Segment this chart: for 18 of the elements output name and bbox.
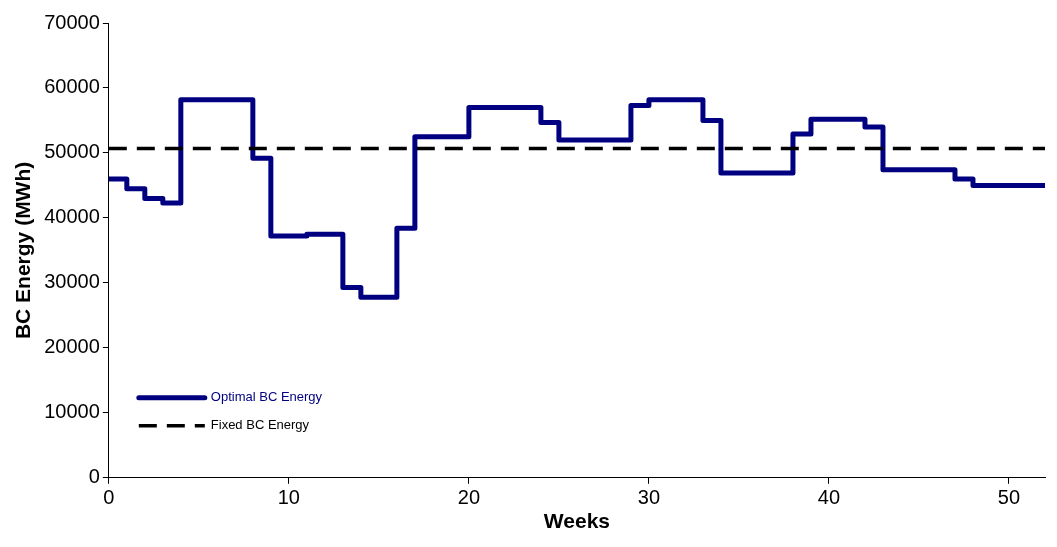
y-tick-label: 30000 [44, 270, 100, 293]
y-tick-label: 70000 [44, 10, 100, 33]
x-tick-label: 10 [277, 486, 300, 509]
x-tick-label: 50 [997, 486, 1021, 509]
y-tick-label: 60000 [44, 75, 100, 98]
y-tick-label: 40000 [44, 205, 100, 228]
x-tick-label: 40 [817, 486, 841, 509]
x-axis-title: Weeks [543, 509, 610, 533]
ref-line-label: Fixed BC Energy [210, 417, 310, 433]
text: Optimal BC Energy [210, 389, 323, 405]
y-tick-label: 0 [88, 465, 100, 488]
y-tick-label: 10000 [44, 400, 100, 423]
x-tick-label: 30 [637, 486, 661, 509]
y-tick-label: 20000 [44, 335, 100, 358]
y-axis-title: BC Energy (MWh) [11, 161, 35, 340]
x-tick-label: 0 [103, 486, 115, 509]
y-tick-label: 50000 [44, 140, 100, 163]
x-tick-label: 20 [457, 486, 481, 509]
